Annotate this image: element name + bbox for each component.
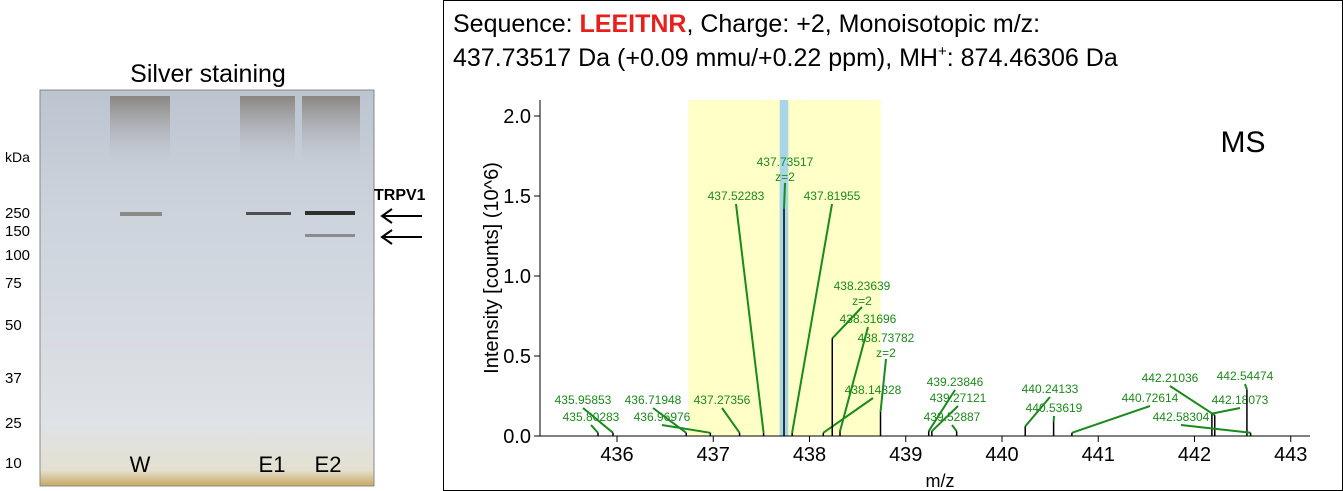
ms-title: Sequence: LEEITNR, Charge: +2, Monoisoto… <box>453 10 1040 38</box>
peak-label: 440.53619 <box>1026 401 1083 415</box>
x-tick-label: 439 <box>889 444 922 466</box>
peak-label: 435.95853 <box>555 393 612 407</box>
ms-title: 437.73517 Da (+0.09 mmu/+0.22 ppm), MH+:… <box>453 43 1118 72</box>
x-tick-label: 443 <box>1274 444 1307 466</box>
peak-label: 442.18073 <box>1212 393 1269 407</box>
lane-label: E2 <box>315 452 342 477</box>
title-text: 437.73517 Da (+0.09 mmu/+0.22 ppm), MH <box>453 44 938 72</box>
title-text: , Charge: +2, Monoisotopic m/z: <box>686 10 1040 38</box>
x-tick-label: 436 <box>600 444 633 466</box>
peak-label: 439.23846 <box>927 375 984 389</box>
arrow <box>380 208 422 224</box>
title-text: : 874.46306 Da <box>947 44 1118 72</box>
leader-line <box>1024 396 1051 428</box>
leader-line <box>951 424 958 432</box>
peak-label: 439.52887 <box>924 410 981 424</box>
peak-label: 435.80283 <box>563 410 620 424</box>
leader-line <box>1244 383 1248 390</box>
peak-label: 440.72614 <box>1122 391 1179 405</box>
marker-label: 25 <box>5 415 22 432</box>
marker-label: 100 <box>5 247 30 264</box>
marker-label: 150 <box>5 223 30 240</box>
peak-label: 438.14328 <box>845 383 902 397</box>
leader-line <box>783 182 786 209</box>
marker-label: 250 <box>5 205 30 222</box>
peak-label: 437.81955 <box>804 189 861 203</box>
x-axis-label: m/z <box>926 471 955 491</box>
x-tick-label: 437 <box>697 444 730 466</box>
gel-panel: Silver staining kDa TRPV1 <box>5 60 426 487</box>
x-tick-label: 441 <box>1082 444 1115 466</box>
gel-band <box>120 212 162 216</box>
y-tick-label: 1.0 <box>503 266 531 288</box>
gel-band <box>305 211 355 215</box>
charge-label: z=2 <box>852 294 872 308</box>
gel-band <box>305 234 355 237</box>
arrows <box>380 208 422 245</box>
leader-line <box>582 407 614 434</box>
gel-well <box>302 96 360 166</box>
marker-label: 37 <box>5 370 22 387</box>
lane-label: E1 <box>259 452 286 477</box>
peak-label: 438.31696 <box>840 312 897 326</box>
target-label: TRPV1 <box>374 187 426 204</box>
peak-label: 437.73517 <box>757 155 814 169</box>
ms-annotation: MS <box>1221 126 1266 159</box>
leader-line <box>661 424 711 434</box>
title-text: Sequence: <box>453 10 580 38</box>
gel-unit: kDa <box>5 149 30 165</box>
gel-well <box>240 96 295 166</box>
peak-label: 442.58304 <box>1153 410 1210 424</box>
peak-label: 438.23639 <box>834 279 891 293</box>
leader-line <box>831 306 863 340</box>
gel-title: Silver staining <box>130 60 286 88</box>
leader-line <box>1071 405 1151 434</box>
peak-label: 442.21036 <box>1142 371 1199 385</box>
y-tick-label: 1.5 <box>503 186 531 208</box>
marker-label: 10 <box>5 455 22 472</box>
leader-line <box>1211 407 1241 415</box>
leader-line <box>735 203 765 433</box>
charge-label: z=2 <box>775 170 795 184</box>
charge-label: z=2 <box>876 346 896 360</box>
leader-line <box>791 203 833 433</box>
peak-label: 437.27356 <box>694 393 751 407</box>
lane-label: W <box>130 452 151 477</box>
leader-line <box>590 424 599 434</box>
leader-line <box>1180 424 1251 434</box>
arrow <box>380 229 422 245</box>
marker-label: 75 <box>5 275 22 292</box>
x-tick-label: 438 <box>793 444 826 466</box>
leader-line <box>879 358 887 413</box>
leader-line <box>931 405 959 432</box>
leader-line <box>1169 385 1216 417</box>
y-tick-label: 2.0 <box>503 106 531 128</box>
y-tick-label: 0.5 <box>503 346 531 368</box>
peak-label: 442.54474 <box>1217 369 1274 383</box>
leader-line <box>927 389 956 432</box>
gel-band <box>246 212 291 215</box>
marker-label: 50 <box>5 317 22 334</box>
sequence: LEEITNR <box>580 10 687 38</box>
title-sup: + <box>938 43 947 60</box>
peak-label: 439.27121 <box>930 391 987 405</box>
x-tick-label: 440 <box>985 444 1018 466</box>
peak-label: 437.52283 <box>708 189 765 203</box>
leader-line <box>721 407 741 434</box>
x-tick-label: 442 <box>1178 444 1211 466</box>
y-tick-label: 0.0 <box>503 426 531 448</box>
peak-label: 436.96976 <box>634 410 691 424</box>
peak-label: 436.71948 <box>625 393 682 407</box>
leader-line <box>839 326 869 432</box>
peak-label: 440.24133 <box>1022 382 1079 396</box>
y-axis-label: Intensity [counts] (10^6) <box>481 162 503 374</box>
gel-well <box>110 96 170 166</box>
peak-label: 438.73782 <box>858 331 915 345</box>
